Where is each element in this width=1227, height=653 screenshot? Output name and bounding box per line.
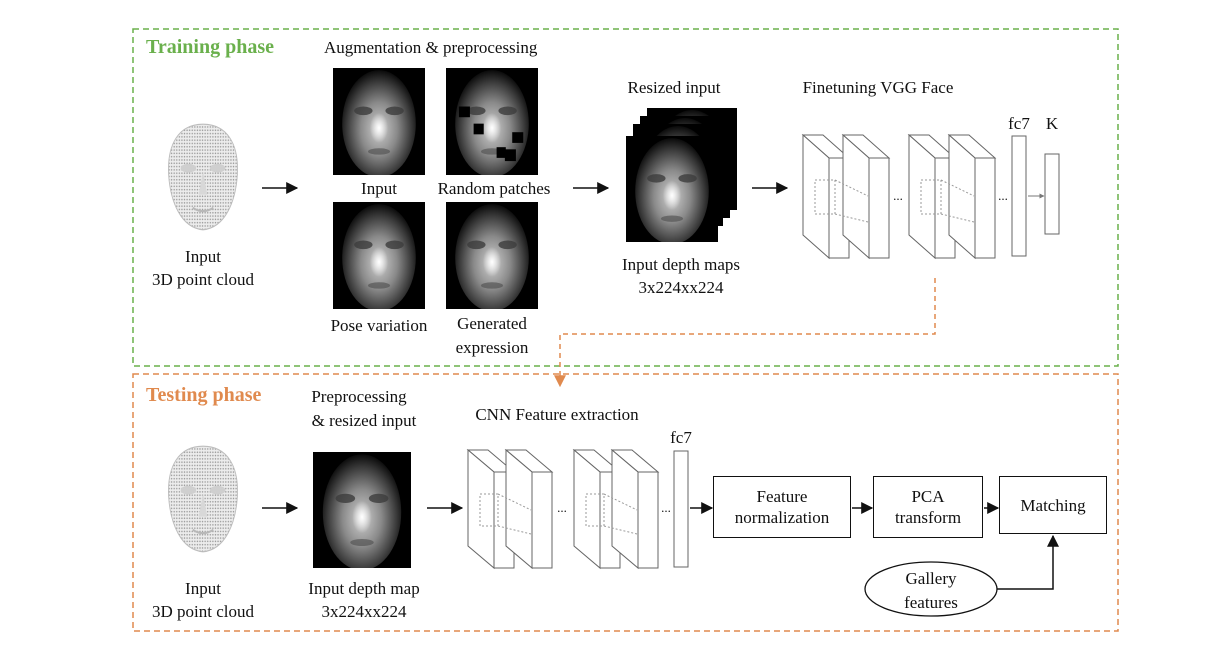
cnn-title: CNN Feature extraction [475,405,639,424]
test-depth-face-image [313,452,411,568]
gallery-label-line1: Gallery [905,569,957,588]
training-phase-title: Training phase [146,36,274,58]
arrow-gallery-to-matching [995,534,1059,590]
random-patches-label: Random patches [437,179,551,198]
matching-box: Matching [999,476,1107,534]
generated-expression-face-image [446,202,538,309]
pca-transform-box: PCA transform [873,476,983,538]
test-depth-label-line1: Input depth map [308,579,420,598]
preprocessing-label-line2: & resized input [311,411,417,430]
generated-label-line1: Generated [457,314,527,333]
gallery-features-ellipse [864,561,998,617]
pose-variation-label: Pose variation [330,316,428,335]
depth-maps-label-line1: Input depth maps [621,255,741,274]
vgg-k-label: K [1045,114,1059,133]
pca-line2: transform [894,508,962,527]
depth-maps-label-line2: 3x224xx224 [638,278,724,297]
point-cloud-face-image [160,122,246,232]
generated-label-line2: expression [455,338,529,357]
testing-phase-title: Testing phase [146,384,262,406]
input-label: Input [361,179,397,198]
vgg-fc7-label: fc7 [1008,114,1030,133]
resized-input-title: Resized input [627,78,721,97]
feature-normalization-line2: normalization [734,508,830,527]
test-depth-label-line2: 3x224xx224 [321,602,407,621]
preprocessing-label-line1: Preprocessing [311,387,407,406]
cnn-fc7-label: fc7 [670,428,692,447]
random-patches-face-image [446,68,538,175]
feature-normalization-line1: Feature [756,487,808,506]
cloud-label-line2: 3D point cloud [152,270,254,289]
vgg-dots-1: ... [893,188,903,203]
test-point-cloud-face-image [160,444,246,554]
cnn-network [466,448,689,570]
finetune-transfer-arrow [554,278,936,388]
cnn-dots-2: ... [661,500,671,515]
matching-label: Matching [1020,495,1086,515]
vgg-title: Finetuning VGG Face [802,78,954,97]
testing-phase-frame [132,373,1119,632]
vgg-dots-2: ... [998,188,1008,203]
cnn-dots-1: ... [557,500,567,515]
pca-line1: PCA [911,487,945,506]
gallery-label-line2: features [904,593,958,612]
training-phase-frame [132,28,1119,367]
cloud-label-line1: Input [185,247,221,266]
pose-variation-face-image [333,202,425,309]
augmentation-title: Augmentation & preprocessing [324,38,538,57]
depth-stack-front [626,136,718,242]
vgg-network [801,133,1060,260]
test-cloud-label-line2: 3D point cloud [152,602,254,621]
test-cloud-label-line1: Input [185,579,221,598]
feature-normalization-box: Feature normalization [713,476,851,538]
input-depth-face-image [333,68,425,175]
